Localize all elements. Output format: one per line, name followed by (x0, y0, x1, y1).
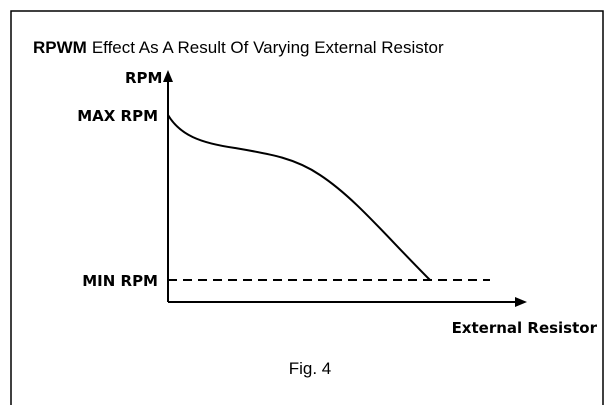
max-label: MAX RPM (77, 107, 158, 125)
figure-title: RPWM Effect As A Result Of Varying Extern… (33, 38, 444, 57)
rpm-curve (167, 114, 431, 281)
frame (10, 10, 604, 405)
caption: Fig. 4 (289, 359, 332, 378)
title-text: Effect As A Result Of Varying External R… (92, 38, 444, 57)
min-label: MIN RPM (82, 272, 158, 290)
title-bold: RPWM (33, 38, 87, 57)
x-arrow (515, 297, 527, 307)
y-arrow (163, 70, 173, 82)
x-label: External Resistor (452, 319, 598, 337)
y-label: RPM (125, 69, 162, 87)
